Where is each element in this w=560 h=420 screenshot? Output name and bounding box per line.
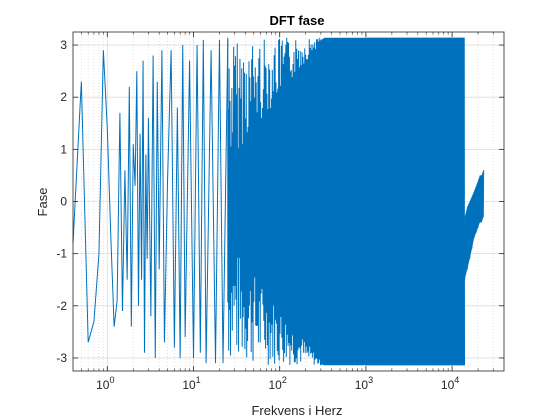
x-tick-label-base: 10	[182, 378, 196, 392]
x-tick-label-exponent: 3	[368, 375, 373, 385]
series-tail-fill	[464, 170, 484, 280]
x-tick-label: 102	[269, 375, 287, 392]
series-dense-fill	[365, 37, 465, 366]
x-tick-label-exponent: 1	[196, 375, 201, 385]
y-tick-label: 2	[60, 90, 67, 104]
y-tick-label: -2	[56, 299, 67, 313]
y-tick-label: -1	[56, 247, 67, 261]
x-tick-label-base: 10	[441, 378, 455, 392]
y-tick-label: 1	[60, 142, 67, 156]
x-axis-label: Frekvens i Herz	[251, 403, 342, 418]
x-tick-label-base: 10	[269, 378, 283, 392]
y-tick-label: 3	[60, 38, 67, 52]
x-tick-label: 100	[96, 375, 114, 392]
x-tick-label: 101	[182, 375, 200, 392]
x-tick-label-base: 10	[96, 378, 110, 392]
x-tick-label: 104	[441, 375, 459, 392]
y-tick-label: -3	[56, 351, 67, 365]
series-line-low-freq	[72, 39, 229, 364]
plot-line	[72, 37, 485, 366]
x-tick-label: 103	[355, 375, 373, 392]
x-tick-label-base: 10	[355, 378, 369, 392]
x-tick-label-exponent: 2	[282, 375, 287, 385]
y-axis-label: Fase	[35, 188, 50, 217]
x-tick-label-exponent: 0	[109, 375, 114, 385]
y-tick-label: 0	[60, 195, 67, 209]
chart-title: DFT fase	[270, 13, 325, 28]
x-tick-label-exponent: 4	[454, 375, 459, 385]
